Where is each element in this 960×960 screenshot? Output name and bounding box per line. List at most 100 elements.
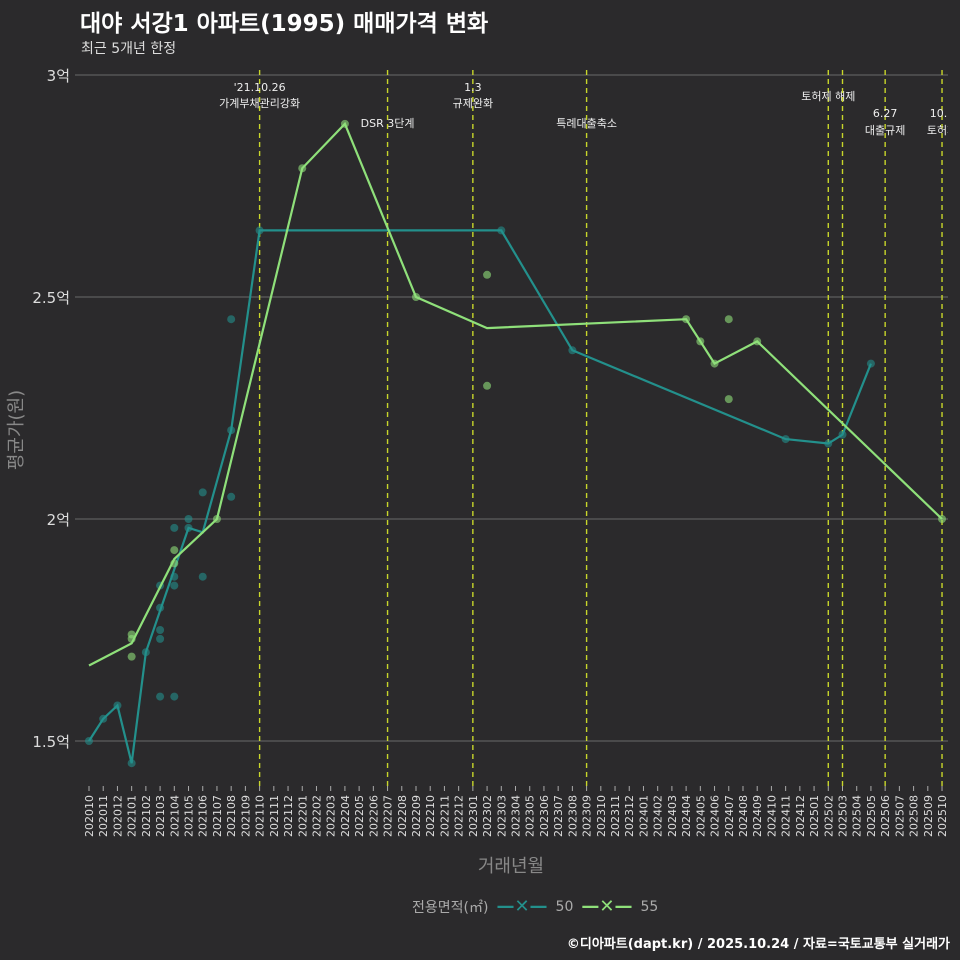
x-tick-label: 202402 [652,795,665,837]
x-tick-label: 202502 [822,795,835,837]
legend-title: 전용면적(㎡) [412,899,489,916]
event-label: 특례대출축소 [556,117,617,130]
x-tick-label: 202510 [936,795,949,837]
x-tick-label: 202106 [197,795,210,837]
x-tick-label: 202310 [595,795,608,837]
event-label: 1.3 [464,81,482,94]
event-label: 가계부채관리강화 [219,97,300,110]
x-tick-label: 202409 [751,795,764,837]
x-tick-label: 202508 [908,795,921,837]
x-tick-label: 202301 [467,795,480,837]
legend-50-label: 50 [555,898,574,915]
x-tick-label: 202205 [353,795,366,837]
x-tick-label: 202202 [310,795,323,837]
x-tick-label: 202210 [424,795,437,837]
legend-55-label: 55 [640,898,659,915]
x-tick-label: 202509 [922,795,935,837]
x-tick-label: 202412 [794,795,807,837]
series-line-50 [88,229,872,764]
x-tick-label: 202403 [666,795,679,837]
point-55 [127,652,136,661]
x-axis-title: 거래년월 [478,856,544,877]
event-label: 토허제 [927,124,957,137]
x-tick-label: 202107 [211,795,224,837]
x-tick-label: 202307 [552,795,565,837]
point-50 [227,315,236,324]
x-tick-label: 202101 [126,795,139,837]
x-tick-label: 202304 [510,795,523,837]
series-line-55 [88,121,943,667]
x-tick-label: 202312 [623,795,636,837]
x-tick-label: 202406 [709,795,722,837]
legend-55-symbol-icon: —✕— [581,896,633,917]
y-tick-label: 2.5억 [32,289,70,307]
x-tick-label: 202506 [879,795,892,837]
x-tick-label: 202112 [282,795,295,837]
x-tick-label: 202309 [581,795,594,837]
x-tick-label: 202401 [637,795,650,837]
x-tick-label: 202501 [808,795,821,837]
event-label: 대출규제 [865,124,905,137]
point-50 [170,581,179,590]
x-tick-label: 202408 [737,795,750,837]
x-tick-label: 202212 [453,795,466,837]
x-tick-label: 202204 [339,795,352,837]
point-50 [156,692,165,701]
x-tick-label: 202111 [268,795,281,837]
event-label: 규제완화 [453,97,493,110]
x-tick-label: 202209 [410,795,423,837]
x-tick-label: 202010 [83,795,96,837]
x-tick-label: 202110 [254,795,267,837]
x-tick-label: 202411 [780,795,793,837]
x-tick-label: 202504 [851,795,864,837]
point-55 [724,395,733,404]
chart-subtitle: 최근 5개년 한정 [81,41,177,57]
x-tick-label: 202208 [396,795,409,837]
point-50 [170,523,179,532]
x-tick-label: 202203 [325,795,338,837]
point-50 [198,488,207,497]
x-tick-label: 202507 [893,795,906,837]
x-tick-label: 202206 [367,795,380,837]
x-tick-label: 202308 [566,795,579,837]
x-tick-label: 202109 [239,795,252,837]
point-55 [170,546,179,555]
y-tick-label: 3억 [47,67,70,85]
legend: 전용면적(㎡) —✕— 50 —✕— 55 [412,896,658,917]
x-tick-label: 202207 [382,795,395,837]
x-tick-label: 202405 [694,795,707,837]
y-tick-label: 2억 [47,511,70,529]
x-tick-label: 202305 [524,795,537,837]
x-tick-label: 202410 [765,795,778,837]
x-tick-label: 202404 [680,795,693,837]
footer-credit: ©디아파트(dapt.kr) / 2025.10.24 / 자료=국토교통부 실… [566,937,950,952]
point-55 [483,270,492,279]
y-axis-title: 평균가(원) [6,390,27,470]
x-tick-label: 202011 [97,795,110,837]
x-tick-label: 202311 [609,795,622,837]
x-tick-label: 202302 [481,795,494,837]
point-55 [724,315,733,324]
x-tick-label: 202108 [225,795,238,837]
event-label: '21.10.26 [234,81,286,94]
x-tick-label: 202012 [111,795,124,837]
x-tick-label: 202103 [154,795,167,837]
legend-50-symbol-icon: —✕— [496,896,548,917]
x-tick-label: 202104 [168,795,181,837]
point-50 [184,515,193,523]
x-tick-label: 202102 [140,795,153,837]
x-tick-label: 202306 [538,795,551,837]
event-label: 10.1 [930,107,955,120]
x-tick-label: 202303 [495,795,508,837]
x-tick-label: 202505 [865,795,878,837]
x-tick-label: 202211 [438,795,451,837]
event-label: 6.27 [873,107,898,120]
x-tick-label: 202503 [837,795,850,837]
event-label: 토허제 해제 [801,89,855,103]
event-label: DSR 3단계 [361,117,415,130]
point-50 [227,492,236,501]
x-tick-label: 202201 [296,795,309,837]
point-55 [483,381,492,390]
y-tick-label: 1.5억 [32,733,70,751]
